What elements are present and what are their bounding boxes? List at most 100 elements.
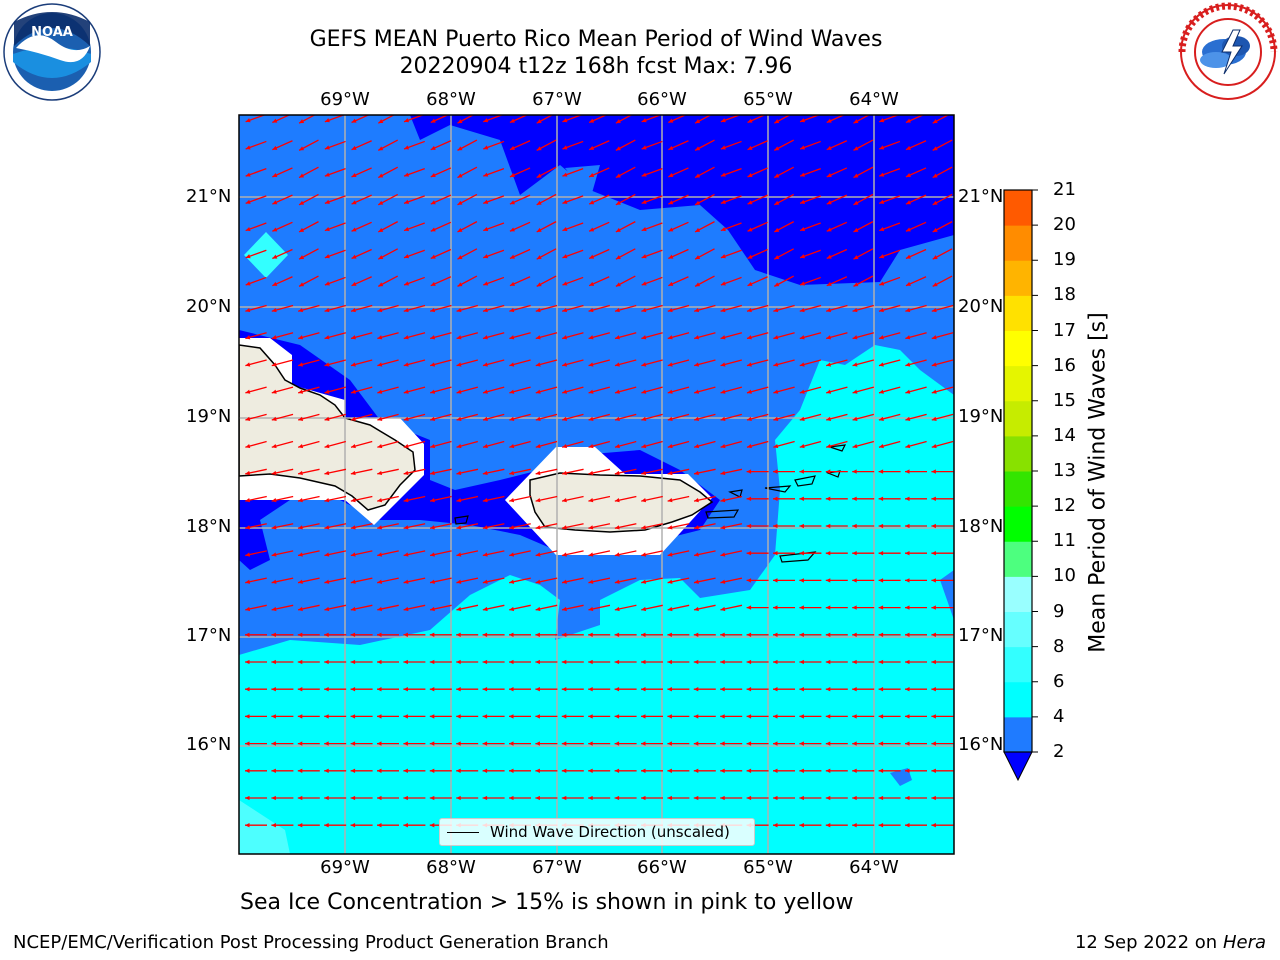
wind-arrow-head (905, 496, 910, 501)
wind-arrow-head (641, 389, 647, 394)
wind-arrow-head (403, 606, 409, 612)
wind-arrow-head (430, 362, 436, 367)
wind-arrow-head (429, 659, 435, 665)
wind-arrow-head (720, 741, 725, 746)
wind-arrow-head (324, 768, 329, 773)
wind-arrow-head (853, 146, 859, 151)
legend-line-swatch (447, 832, 479, 833)
wind-arrow-head (614, 632, 620, 637)
wind-arrow-head (932, 146, 938, 151)
wind-arrow-head (879, 172, 885, 177)
wind-arrow-head (667, 362, 673, 367)
colorbar-tick-label: 2 (1053, 741, 1065, 762)
wind-arrow-head (509, 606, 515, 612)
wind-arrow-head (774, 200, 780, 205)
wind-arrow-head (720, 579, 726, 584)
wind-arrow-head (852, 496, 857, 501)
wind-arrow-head (641, 768, 646, 773)
wind-arrow-head (350, 389, 356, 394)
wind-arrow-head (351, 281, 357, 286)
wind-arrow-head (324, 525, 330, 530)
wind-arrow-head (746, 551, 752, 556)
wind-arrow-head (641, 606, 647, 612)
wind-arrow-head (589, 254, 595, 259)
wind-arrow-head (614, 443, 620, 449)
wind-arrow-head (535, 443, 541, 449)
wind-arrow-head (271, 525, 277, 530)
wind-arrow-head (271, 335, 277, 340)
wind-arrow-head (826, 362, 832, 367)
wind-arrow-head (931, 362, 937, 367)
wind-arrow-head (535, 659, 540, 665)
wind-arrow-head (746, 714, 752, 719)
wind-arrow-head (588, 498, 594, 503)
wind-arrow-head (245, 443, 251, 449)
wind-arrow-head (852, 335, 858, 340)
wind-arrow-head (588, 525, 594, 530)
wind-arrow-head (878, 443, 884, 449)
wind-arrow-head (746, 443, 752, 449)
wind-arrow-head (825, 659, 831, 665)
wind-arrow-head (800, 281, 806, 286)
wind-arrow-head (535, 389, 541, 394)
wind-arrow-head (825, 795, 831, 801)
wind-arrow-head (271, 470, 277, 476)
wind-arrow-head (299, 200, 305, 205)
wind-arrow-head (825, 768, 831, 773)
wind-arrow-head (641, 632, 646, 637)
wind-arrow-head (403, 714, 408, 719)
wind-arrow-head (694, 579, 699, 584)
wind-arrow-head (852, 714, 857, 719)
wind-arrow-head (931, 335, 937, 340)
wind-arrow-head (430, 470, 435, 476)
wind-arrow-head (456, 632, 461, 637)
wind-arrow-head (825, 496, 831, 501)
wind-arrow-head (878, 389, 884, 394)
wind-arrow-head (324, 118, 330, 123)
wind-arrow-head (324, 199, 330, 204)
wind-arrow-head (299, 255, 305, 260)
wind-arrow-head (878, 823, 884, 828)
wind-arrow-head (535, 335, 541, 340)
wind-arrow-head (588, 768, 593, 773)
wind-arrow-head (905, 768, 910, 773)
wind-arrow-head (720, 498, 726, 503)
wind-arrow-head (694, 416, 700, 421)
wind-arrow-head (773, 578, 778, 583)
wind-arrow-head (483, 281, 489, 286)
footer-date-text: 12 Sep 2022 on (1074, 932, 1218, 953)
wind-arrow-head (271, 307, 277, 313)
wind-arrow-head (931, 469, 936, 474)
wind-arrow-head (377, 498, 383, 503)
map-legend: Wind Wave Direction (unscaled) (439, 818, 755, 846)
wind-arrow-head (482, 659, 488, 665)
lat-label-left-16n: 16°N (186, 734, 232, 755)
wind-arrow-head (852, 443, 858, 449)
wind-arrow-head (350, 470, 356, 476)
wind-arrow-head (483, 254, 489, 259)
wind-arrow-head (720, 795, 725, 801)
wind-arrow-head (693, 768, 699, 773)
wind-arrow-head (378, 146, 384, 151)
wind-arrow-head (773, 768, 778, 773)
wind-arrow-head (746, 416, 752, 421)
wind-arrow-head (350, 659, 356, 665)
wind-arrow-head (588, 307, 594, 313)
wind-arrow-head (799, 632, 804, 637)
wind-arrow-head (509, 795, 514, 801)
wind-arrow-head (404, 118, 410, 123)
wind-arrow-head (746, 605, 752, 610)
wind-arrow-head (483, 118, 489, 123)
wind-arrow-head (720, 606, 726, 612)
wind-arrow-head (826, 335, 832, 340)
colorbar-tick-label: 14 (1053, 424, 1076, 446)
wind-arrow-head (535, 307, 541, 313)
wind-arrow-head (245, 687, 250, 692)
wind-arrow-head (614, 606, 620, 612)
wind-arrow-head (720, 416, 726, 421)
wind-arrow-head (695, 173, 701, 178)
colorbar-segment (1004, 435, 1032, 472)
wind-arrow-head (378, 173, 384, 178)
wind-arrow-head (377, 795, 382, 801)
